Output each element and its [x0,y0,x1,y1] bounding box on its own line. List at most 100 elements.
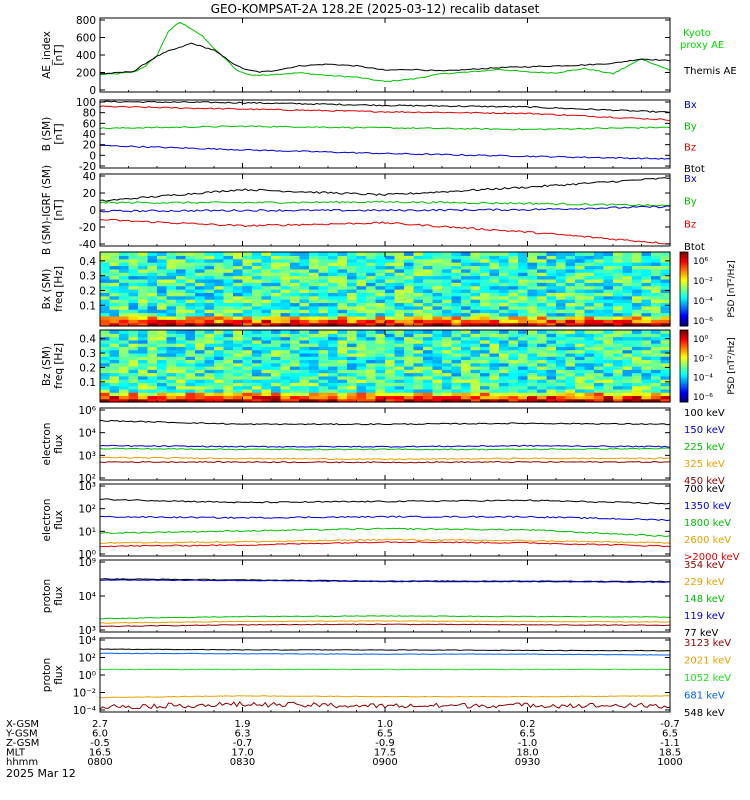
spectrogram-cell [499,262,510,267]
spectrogram-cell [214,255,225,260]
spectrogram-cell [613,395,624,400]
spectrogram-cell [214,265,225,270]
series-line-681-kev [99,652,670,656]
spectrogram-cell [660,349,671,354]
spectrogram-cell [109,392,120,397]
spectrogram-cell [119,309,130,314]
spectrogram-cell [176,292,187,297]
spectrogram-cell [337,312,348,317]
spectrogram-cell [537,258,548,263]
spectrogram-cell [451,312,462,317]
spectrogram-cell [204,282,215,287]
spectrogram-cell [299,275,310,280]
spectrogram-cell [499,372,510,377]
spectrogram-cell [461,382,472,387]
spectrogram-cell [404,388,415,393]
spectrogram-cell [337,359,348,364]
spectrogram-cell [508,299,519,304]
spectrogram-cell [328,339,339,344]
spectrogram-cell [660,356,671,361]
spectrogram-cell [375,262,386,267]
spectrogram-cell [489,398,500,403]
spectrogram-cell [651,255,662,260]
spectrogram-cell [556,278,567,283]
spectrogram-cell [527,289,538,293]
spectrogram-cell [185,375,196,380]
spectrogram-cell [100,336,111,341]
spectrogram-cell [404,395,415,400]
spectrogram-cell [537,282,548,287]
x-axis-value: 0800 [87,757,112,768]
spectrogram-cell [318,343,329,347]
spectrogram-cell [309,382,320,387]
spectrogram-cell [470,366,481,370]
spectrogram-cell [499,333,510,338]
spectrogram-cell [261,356,272,361]
spectrogram-cell [375,382,386,387]
spectrogram-cell [489,315,500,320]
spectrogram-cell [527,305,538,310]
spectrogram-cell [394,309,405,314]
spectrogram-cell [442,372,453,377]
spectrogram-cell [404,302,415,307]
spectrogram-cell [271,375,282,380]
spectrogram-cell [271,275,282,280]
spectrogram-cell [537,330,548,334]
spectrogram-cell [432,265,443,270]
spectrogram-cell [518,379,529,383]
spectrogram-cell [309,262,320,267]
spectrogram-cell [575,258,586,263]
spectrogram-cell [223,268,234,273]
spectrogram-cell [176,372,187,377]
spectrogram-cell [309,333,320,338]
spectrogram-cell [565,379,576,383]
spectrogram-cell [280,305,291,310]
spectrogram-cell [413,356,424,361]
spectrogram-cell [185,252,196,256]
spectrogram-cell [347,319,358,324]
spectrogram-cell [299,346,310,351]
spectrogram-cell [660,322,671,327]
spectrogram-cell [290,262,301,267]
spectrogram-cell [499,285,510,290]
spectrogram-cell [109,278,120,283]
spectrogram-cell [603,295,614,300]
spectrogram-cell [147,366,158,370]
spectrogram-cell [423,359,434,364]
spectrogram-cell [461,278,472,283]
spectrogram-cell [556,282,567,287]
series-line-1350-kev [99,515,671,522]
spectrogram-cell [185,349,196,354]
spectrogram-cell [451,349,462,354]
spectrogram-cell [337,375,348,380]
spectrogram-cell [537,255,548,260]
spectrogram-cell [280,388,291,393]
spectrogram-cell [261,330,272,334]
spectrogram-cell [166,268,177,273]
spectrogram-cell [432,295,443,300]
spectrogram-cell [622,352,633,357]
spectrogram-cell [290,330,301,334]
spectrogram-cell [584,349,595,354]
y-tick-label: 60 [83,118,96,130]
spectrogram-cell [290,268,301,273]
spectrogram-cell [128,330,139,334]
spectrogram-cell [556,312,567,317]
spectrogram-cell [337,395,348,400]
spectrogram-cell [423,265,434,270]
spectrogram-cell [489,252,500,256]
spectrogram-cell [214,359,225,364]
spectrogram-cell [242,379,253,383]
spectrogram-cell [328,252,339,256]
spectrogram-cell [347,278,358,283]
spectrogram-cell [119,278,130,283]
spectrogram-cell [375,339,386,344]
spectrogram-cell [527,312,538,317]
colorbar-segment [680,376,688,380]
spectrogram-cell [641,282,652,287]
y-tick-label: 0.2 [79,285,96,297]
spectrogram-cell [242,305,253,310]
spectrogram-cell [489,272,500,277]
spectrogram-cell [100,333,111,338]
spectrogram-cell [299,319,310,324]
